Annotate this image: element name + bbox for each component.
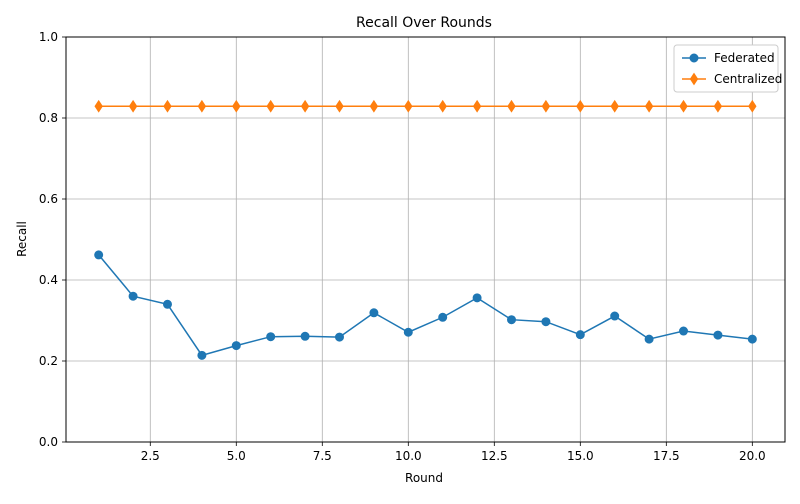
x-tick-label: 2.5 — [141, 449, 160, 463]
data-point-federated — [334, 332, 344, 342]
axes — [65, 36, 786, 443]
data-point-centralized — [300, 99, 310, 113]
tick-labels: 2.5 5.0 7.5 10.0 12.5 15.0 17.5 20.0 0.0 0.2 0.4 0.… — [39, 30, 766, 463]
x-tick-label: 17.5 — [653, 449, 680, 463]
data-point-centralized — [335, 99, 344, 113]
x-tick-label: 10.0 — [395, 449, 422, 463]
y-tick-label: 0.4 — [39, 273, 58, 287]
data-point-centralized — [541, 99, 551, 113]
x-tick-label: 15.0 — [567, 449, 594, 463]
data-point-federated — [472, 293, 482, 303]
chart-title: Recall Over Rounds — [356, 15, 492, 31]
data-point-federated — [575, 330, 585, 340]
legend-box — [673, 44, 779, 93]
x-tick-label: 7.5 — [313, 449, 332, 463]
data-point-federated — [266, 332, 276, 342]
data-point-federated — [94, 250, 104, 260]
data-point-centralized — [266, 99, 275, 113]
x-tick-label: 5.0 — [227, 449, 246, 463]
data-point-centralized — [644, 99, 654, 113]
x-tick-label: 20.0 — [739, 449, 766, 463]
data-point-federated — [644, 334, 654, 344]
data-point-centralized — [232, 99, 241, 113]
data-point-federated — [610, 311, 620, 321]
legend-label: Federated — [714, 51, 775, 65]
y-tick-label: 0.0 — [39, 435, 58, 449]
data-point-centralized — [610, 99, 619, 113]
y-axis-label: Recall — [15, 221, 29, 257]
grid-lines — [66, 36, 785, 443]
data-point-federated — [369, 308, 379, 318]
legend-entry-federated: Federated — [682, 51, 775, 65]
data-point-federated — [747, 334, 757, 344]
data-point-federated — [679, 326, 689, 336]
legend: Federated Centralized — [673, 44, 782, 93]
data-point-federated — [507, 315, 517, 325]
x-axis-label: Round — [405, 471, 443, 485]
data-point-federated — [403, 327, 413, 337]
data-point-federated — [197, 350, 207, 360]
series-line-federated — [98, 254, 753, 357]
legend-label: Centralized — [714, 72, 782, 86]
x-tick-label: 12.5 — [481, 449, 508, 463]
data-point-federated — [713, 330, 723, 340]
data-point-centralized — [507, 99, 516, 113]
data-point-centralized — [197, 99, 207, 113]
series-layer — [94, 99, 757, 360]
legend-marker — [689, 72, 699, 86]
data-point-federated — [438, 312, 448, 322]
data-point-federated — [128, 291, 138, 301]
y-tick-label: 0.2 — [39, 354, 58, 368]
legend-entry-centralized: Centralized — [682, 72, 782, 86]
data-point-centralized — [472, 99, 482, 113]
data-point-federated — [541, 317, 551, 327]
y-tick-label: 0.6 — [39, 192, 58, 206]
data-point-centralized — [404, 99, 413, 113]
data-point-centralized — [163, 99, 172, 113]
series-centralized — [94, 99, 757, 113]
plot-frame — [65, 36, 786, 443]
y-tick-label: 1.0 — [39, 30, 58, 44]
data-point-centralized — [438, 99, 447, 113]
data-point-federated — [162, 299, 172, 309]
data-point-centralized — [576, 99, 585, 113]
data-point-centralized — [748, 99, 757, 113]
legend-marker — [689, 53, 699, 63]
data-point-centralized — [94, 99, 103, 113]
data-point-centralized — [679, 99, 688, 113]
data-point-federated — [300, 331, 310, 341]
data-point-centralized — [128, 99, 138, 113]
data-point-centralized — [369, 99, 379, 113]
data-point-centralized — [713, 99, 723, 113]
y-tick-label: 0.8 — [39, 111, 58, 125]
data-point-federated — [231, 341, 241, 351]
series-federated — [94, 250, 757, 360]
